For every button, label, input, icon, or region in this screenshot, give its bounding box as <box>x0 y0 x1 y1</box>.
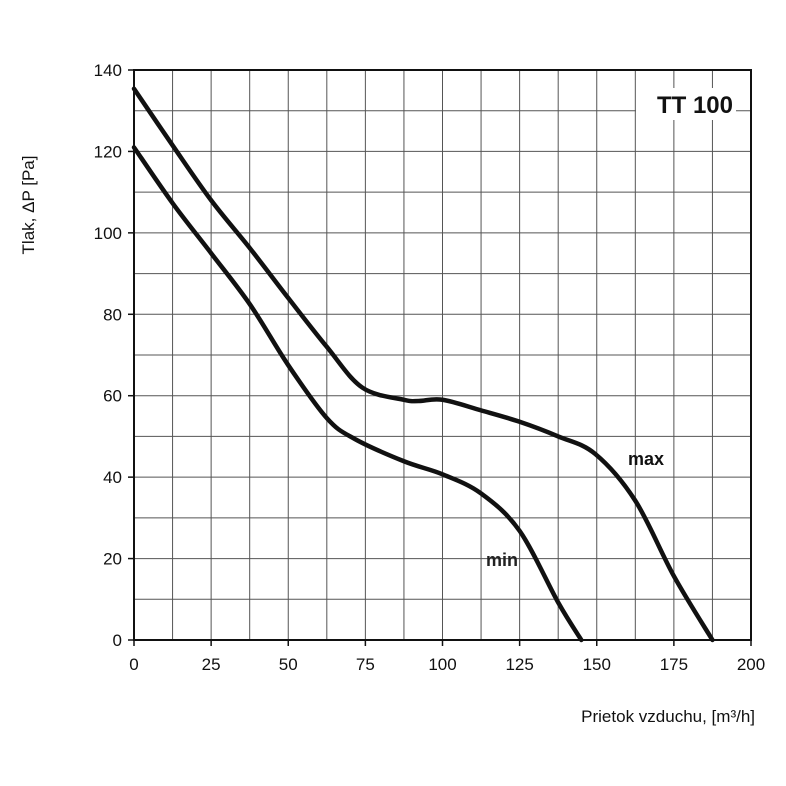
y-tick-label: 40 <box>103 468 122 487</box>
y-tick-label: 140 <box>94 61 122 80</box>
x-ticks: 0 25 50 75 100 125 150 175 200 <box>129 640 765 674</box>
x-tick-label: 50 <box>279 655 298 674</box>
y-tick-label: 0 <box>113 631 122 650</box>
y-axis-label: Tlak, ΔP [Pa] <box>19 156 38 255</box>
y-tick-label: 60 <box>103 387 122 406</box>
x-tick-label: 0 <box>129 655 138 674</box>
x-tick-label: 200 <box>737 655 765 674</box>
x-tick-label: 125 <box>505 655 533 674</box>
x-tick-label: 175 <box>660 655 688 674</box>
y-tick-label: 80 <box>103 305 122 324</box>
series-line-min <box>131 145 584 643</box>
x-axis-label: Prietok vzduchu, [m³/h] <box>581 707 755 726</box>
series-label-min: min <box>486 550 518 570</box>
grid <box>134 70 751 640</box>
x-tick-label: 150 <box>583 655 611 674</box>
x-tick-label: 25 <box>202 655 221 674</box>
chart-title: TT 100 <box>657 92 733 119</box>
curves <box>131 86 715 643</box>
series-label-max: max <box>628 449 664 469</box>
y-ticks: 0 20 40 60 80 100 120 140 <box>94 61 134 650</box>
y-tick-label: 120 <box>94 142 122 161</box>
x-tick-label: 100 <box>428 655 456 674</box>
y-tick-label: 100 <box>94 224 122 243</box>
x-tick-label: 75 <box>356 655 375 674</box>
series-line-max <box>131 86 715 643</box>
y-tick-label: 20 <box>103 550 122 569</box>
